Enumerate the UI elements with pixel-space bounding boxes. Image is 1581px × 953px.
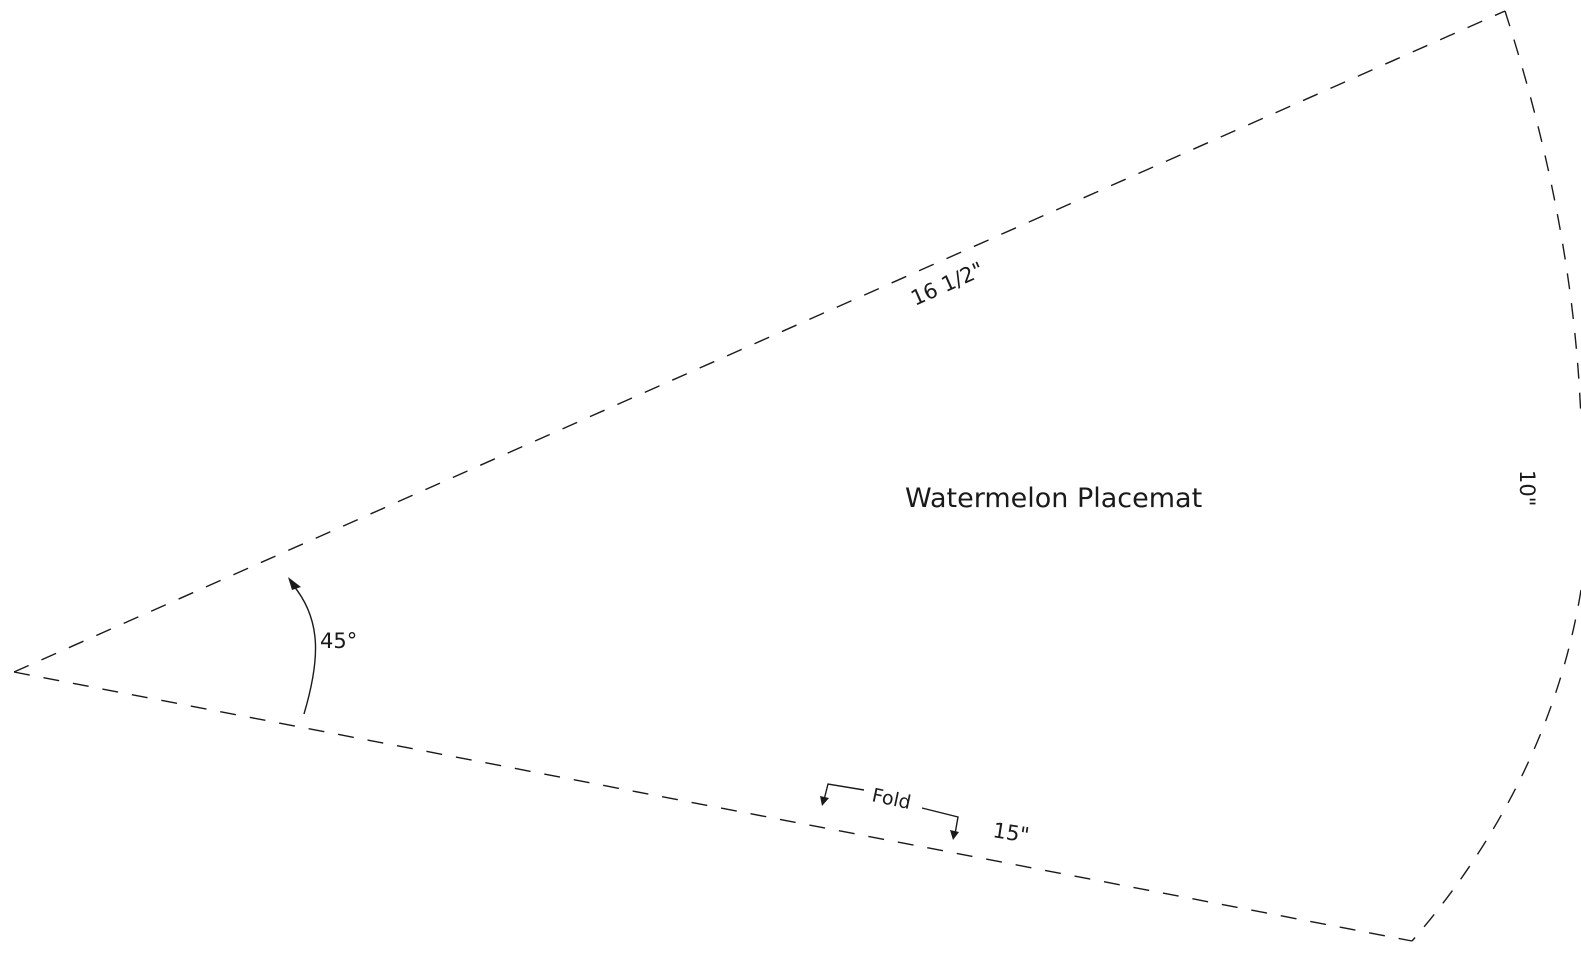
fold-label: Fold <box>870 784 913 814</box>
right-curved-edge-lower <box>1411 589 1581 942</box>
pattern-title: Watermelon Placemat <box>905 483 1202 514</box>
bottom-edge-dimension: 15" <box>991 818 1031 847</box>
right-curved-edge <box>1504 10 1581 421</box>
angle-arc <box>292 584 317 715</box>
angle-arrowhead <box>288 577 301 590</box>
bottom-fold-edge <box>13 671 1413 942</box>
top-edge-dimension: 16 1/2" <box>907 257 987 310</box>
fold-arrowhead-right <box>950 830 959 840</box>
fold-bracket-right <box>921 807 959 835</box>
fold-bracket-left <box>823 783 865 801</box>
fold-arrowhead-left <box>820 796 829 806</box>
top-cut-edge <box>13 10 1506 673</box>
right-edge-dimension: 10" <box>1515 470 1539 506</box>
angle-label: 45° <box>320 629 357 653</box>
